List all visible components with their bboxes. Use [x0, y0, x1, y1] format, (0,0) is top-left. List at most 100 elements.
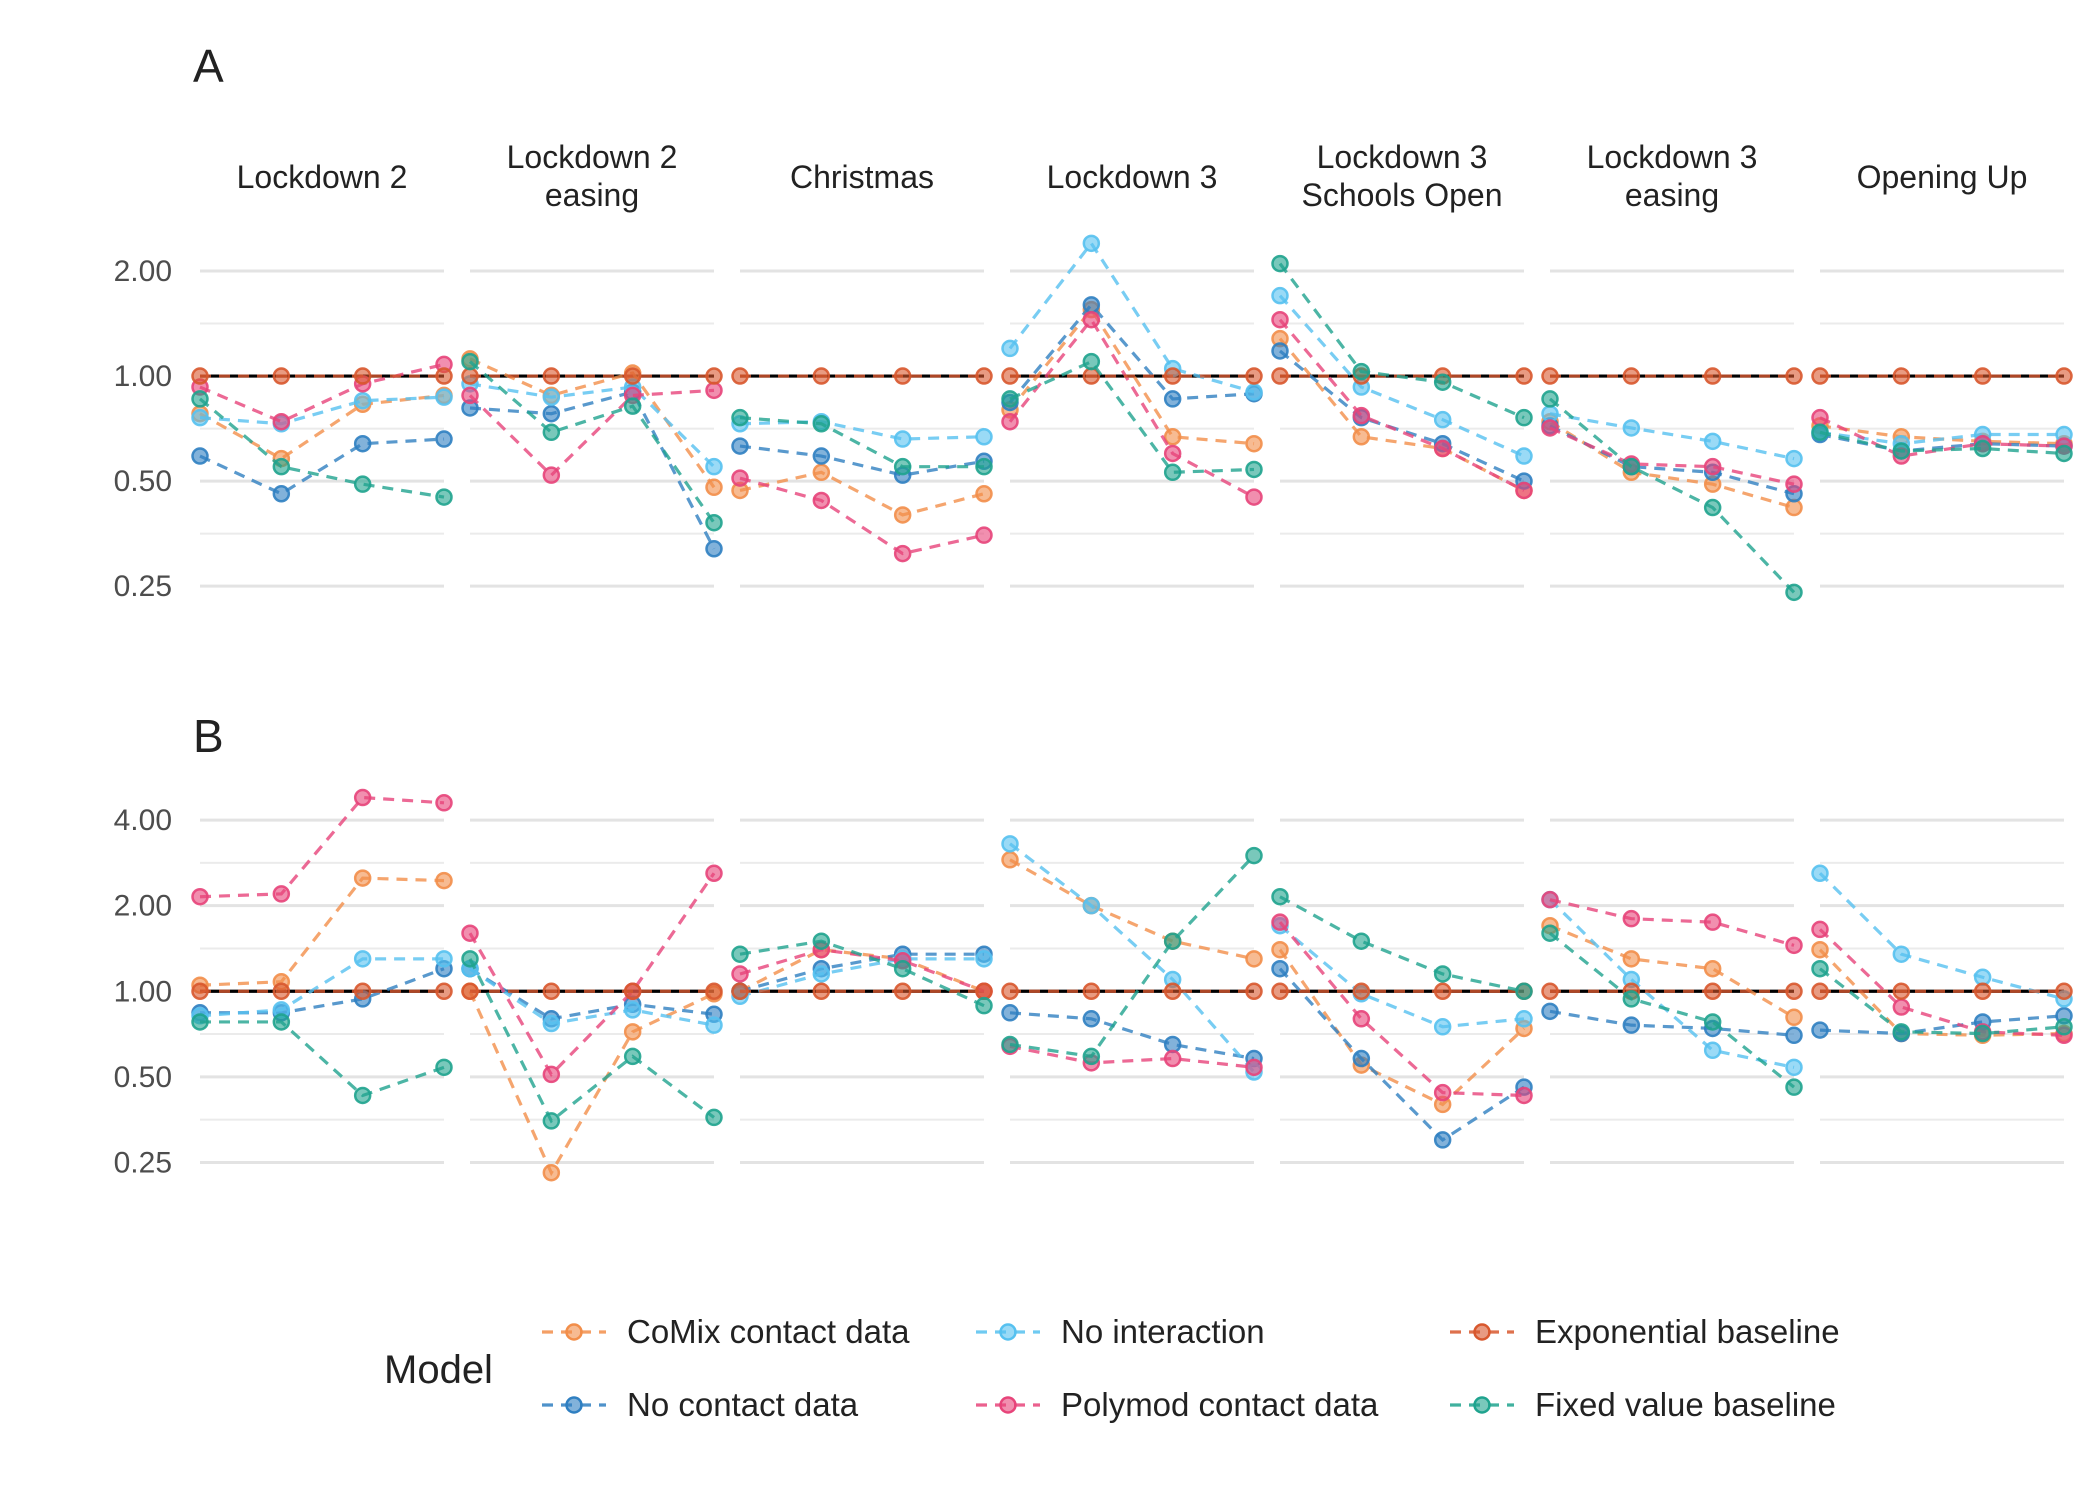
series-exponential-baseline-panel-b	[191, 982, 2073, 1001]
data-point-fixed-value-baseline-f5-2	[1352, 932, 1371, 950]
legend-key-point-fixed-value-baseline	[1473, 1396, 1491, 1414]
data-point-comix-contact-data-f4-3	[1163, 428, 1182, 446]
data-point-fixed-value-baseline-f6-3	[1703, 1013, 1722, 1031]
data-point-no-contact-data-f4-3	[1163, 1035, 1182, 1054]
data-point-no-interaction-f6-4	[1785, 449, 1803, 468]
series-line-comix-contact-data-f1	[199, 393, 445, 461]
series-line-no-interaction-f2	[469, 967, 715, 1027]
data-point-fixed-value-baseline-f6-1	[1541, 390, 1559, 408]
series-line-fixed-value-baseline-f6	[1548, 397, 1796, 594]
data-point-fixed-value-baseline-f6-1	[1541, 924, 1559, 942]
data-point-no-interaction-f4-1	[1001, 835, 1019, 853]
data-point-fixed-value-baseline-f2-3	[623, 1047, 642, 1066]
data-point-no-interaction-f5-3	[1433, 1018, 1452, 1036]
data-point-exponential-baseline-f7-2	[1892, 982, 1911, 1001]
data-point-exponential-baseline-f3-1	[731, 982, 749, 1001]
y-tick-label-1-00: 1.00	[114, 360, 172, 393]
series-line-fixed-value-baseline-f1	[198, 397, 445, 499]
data-point-polymod-contact-data-f2-1	[461, 386, 479, 405]
series-line-no-interaction-f5	[1278, 294, 1525, 458]
data-point-polymod-contact-data-f6-4	[1785, 936, 1803, 955]
data-point-no-contact-data-f4-1	[1001, 1004, 1019, 1022]
y-tick-label-2-00: 2.00	[114, 255, 172, 288]
series-line-no-contact-data-f5	[1278, 967, 1525, 1142]
series-line-comix-contact-data-f4	[1009, 858, 1255, 961]
data-point-polymod-contact-data-f1-2	[272, 412, 291, 431]
data-point-fixed-value-baseline-f3-3	[893, 457, 912, 476]
legend-title: Model	[384, 1348, 493, 1392]
data-point-no-contact-data-f1-4	[435, 430, 453, 448]
data-point-exponential-baseline-f4-4	[1245, 367, 1263, 385]
data-point-no-interaction-f7-1	[1811, 864, 1829, 883]
data-point-exponential-baseline-f6-4	[1785, 367, 1803, 385]
data-point-fixed-value-baseline-f5-1	[1271, 887, 1289, 906]
data-point-comix-contact-data-f7-1	[1811, 940, 1829, 959]
facet-label-6-line-2: easing	[1625, 177, 1719, 213]
data-point-no-interaction-f1-3	[353, 950, 372, 968]
data-point-no-interaction-f3-2	[812, 965, 831, 983]
series-line-fixed-value-baseline-f3	[739, 939, 985, 1008]
data-point-exponential-baseline-f5-4	[1515, 367, 1533, 385]
y-tick-label-0-25: 0.25	[114, 570, 172, 603]
data-point-no-interaction-f1-4	[435, 388, 453, 406]
data-point-exponential-baseline-f1-3	[353, 367, 372, 385]
data-point-exponential-baseline-f5-1	[1271, 982, 1289, 1001]
data-point-exponential-baseline-f2-4	[705, 982, 723, 1001]
series-line-polymod-contact-data-f4	[1008, 316, 1255, 499]
data-point-polymod-contact-data-f2-4	[705, 381, 723, 400]
series-line-polymod-contact-data-f3	[739, 476, 985, 556]
data-point-fixed-value-baseline-f6-2	[1622, 990, 1641, 1008]
data-point-no-interaction-f4-2	[1082, 234, 1101, 253]
series-line-no-contact-data-f2	[469, 390, 716, 550]
series-line-polymod-contact-data-f7	[1818, 928, 2065, 1037]
data-point-exponential-baseline-f4-3	[1163, 982, 1182, 1001]
data-point-exponential-baseline-f3-2	[812, 367, 831, 385]
data-point-polymod-contact-data-f5-1	[1271, 310, 1289, 329]
data-point-fixed-value-baseline-f7-1	[1811, 423, 1829, 442]
data-point-no-contact-data-f4-2	[1082, 1010, 1101, 1028]
panel-a-gridlines	[200, 269, 2064, 588]
series-line-comix-contact-data-f2	[468, 990, 715, 1177]
data-point-comix-contact-data-f3-4	[975, 485, 993, 503]
series-fixed-value-baseline-panel-b	[191, 846, 2073, 1130]
data-point-polymod-contact-data-f6-1	[1541, 890, 1559, 909]
series-line-no-contact-data-f3	[739, 952, 984, 993]
data-point-fixed-value-baseline-f2-1	[461, 950, 479, 968]
data-point-fixed-value-baseline-f1-4	[435, 1058, 453, 1077]
data-point-no-contact-data-f2-2	[542, 404, 561, 423]
series-line-no-contact-data-f4	[1008, 302, 1255, 404]
data-point-polymod-contact-data-f6-1	[1541, 419, 1559, 437]
legend-key-point-no-contact-data	[565, 1396, 583, 1414]
data-point-polymod-contact-data-f3-1	[731, 469, 749, 487]
data-point-no-contact-data-f6-1	[1541, 1002, 1559, 1021]
data-point-fixed-value-baseline-f7-2	[1892, 442, 1911, 460]
data-point-exponential-baseline-f7-1	[1811, 982, 1829, 1001]
data-point-fixed-value-baseline-f4-4	[1245, 846, 1263, 865]
data-point-fixed-value-baseline-f6-3	[1703, 498, 1722, 517]
facet-label-2-line-2: easing	[545, 177, 639, 213]
y-tick-label-0-50: 0.50	[114, 1061, 172, 1094]
legend: Model CoMix contact data No contact data N…	[384, 1313, 1840, 1423]
data-point-fixed-value-baseline-f3-2	[812, 415, 831, 433]
series-line-fixed-value-baseline-f5	[1279, 895, 1525, 993]
series-line-no-interaction-f1	[199, 957, 444, 1018]
data-point-comix-contact-data-f1-4	[435, 871, 453, 890]
legend-label-no-interaction: No interaction	[1061, 1313, 1265, 1350]
data-point-no-interaction-f4-2	[1082, 896, 1101, 915]
legend-item-exponential-baseline: Exponential baseline	[1450, 1313, 1840, 1350]
series-line-polymod-contact-data-f1	[199, 362, 445, 424]
series-line-no-contact-data-f4	[1009, 1011, 1255, 1061]
data-point-fixed-value-baseline-f3-1	[731, 408, 749, 427]
data-point-exponential-baseline-f7-4	[2055, 982, 2073, 1001]
data-point-polymod-contact-data-f5-3	[1433, 439, 1452, 458]
data-point-fixed-value-baseline-f2-2	[542, 423, 561, 442]
data-point-polymod-contact-data-f1-1	[191, 887, 209, 906]
series-line-fixed-value-baseline-f7	[1819, 967, 2065, 1036]
legend-label-no-contact-data: No contact data	[627, 1386, 859, 1423]
data-point-fixed-value-baseline-f1-3	[353, 475, 372, 493]
series-line-fixed-value-baseline-f5	[1278, 262, 1525, 420]
series-line-fixed-value-baseline-f7	[1819, 430, 2065, 456]
facet-label-5-line-1: Lockdown 3	[1317, 139, 1488, 175]
y-tick-label-0-50: 0.50	[114, 465, 172, 498]
data-point-comix-contact-data-f6-3	[1703, 959, 1722, 978]
